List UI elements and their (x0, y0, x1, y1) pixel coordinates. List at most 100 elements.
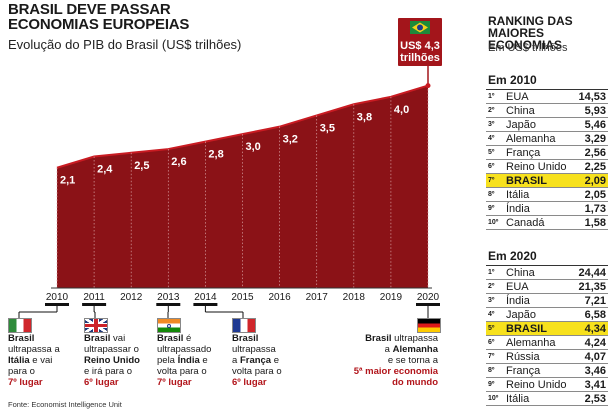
rank-position: 2º (486, 279, 506, 294)
ranking-2020-row-5: 5º BRASIL 4,34 (486, 321, 608, 336)
value-label-2015: 3,0 (246, 141, 261, 153)
india-flag-chakra (167, 323, 171, 328)
year-tick-2014: 2014 (194, 292, 217, 303)
germany-flag-icon (417, 318, 441, 333)
rank-position: 1º (486, 90, 506, 104)
value-label-2017: 3,5 (320, 122, 335, 134)
rank-country: Reino Unido (506, 159, 575, 174)
rank-position: 3º (486, 117, 506, 132)
event-bar-2010 (45, 303, 69, 306)
ranking-2010-row-8: 8º Itália 2,05 (486, 187, 608, 202)
ranking-2020-row-7: 7º Rússia 4,07 (486, 349, 608, 364)
rank-country: França (506, 145, 575, 160)
year-tick-2011: 2011 (83, 292, 105, 303)
final-value-unit: trilhões (400, 52, 440, 64)
ranking-subtitle: Em US$ trilhões (488, 42, 568, 54)
rank-value: 2,25 (574, 159, 608, 174)
year-tick-2013: 2013 (157, 292, 180, 303)
rank-value: 21,35 (574, 279, 608, 294)
chart-title: BRASIL DEVE PASSAR ECONOMIAS EUROPEIAS (8, 2, 189, 32)
rank-position: 9º (486, 377, 506, 392)
final-value-callout (398, 18, 442, 66)
event-bar-2011 (82, 303, 107, 306)
rank-value: 4,34 (574, 321, 608, 336)
rank-value: 2,56 (574, 145, 608, 160)
chart-subtitle: Evolução do PIB do Brasil (US$ trilhões) (8, 37, 242, 52)
france-flag-icon (232, 318, 256, 333)
rank-position: 5º (486, 321, 506, 336)
rank-value: 3,46 (574, 363, 608, 378)
ranking-2020-row-10: 10º Itália 2,53 (486, 391, 608, 406)
rank-value: 2,05 (574, 187, 608, 202)
ranking-table-2020: Em 2020 1º China 24,44 2º EUA 21,35 3º Índia 7,2… (486, 249, 608, 406)
rank-country: EUA (506, 279, 575, 294)
ranking-2020-row-3: 3º Índia 7,21 (486, 293, 608, 308)
source-note: Fonte: Economist Intelligence Unit (8, 400, 122, 409)
note-france: Brasil ultrapassa a França e volta para … (232, 333, 282, 388)
ranking-title-line-2: MAIORES ECONOMIAS (488, 26, 563, 52)
rank-country: China (506, 266, 575, 280)
ranking-2020-row-2: 2º EUA 21,35 (486, 279, 608, 294)
year-tick-2016: 2016 (268, 292, 291, 303)
ranking-2020-row-8: 8º França 3,46 (486, 363, 608, 378)
rank-country: Reino Unido (506, 377, 575, 392)
brazil-flag-globe (417, 24, 423, 31)
note-india: Brasil é ultrapassado pela Índia e volta… (157, 333, 212, 388)
rank-value: 14,53 (574, 90, 608, 104)
value-label-2012: 2,5 (134, 160, 149, 172)
rank-country: Rússia (506, 349, 575, 364)
ranking-title-line-1: RANKING DAS (488, 14, 573, 28)
rank-position: 6º (486, 335, 506, 350)
rank-country: EUA (506, 90, 575, 104)
rank-value: 1,73 (574, 201, 608, 216)
rank-value: 6,58 (574, 307, 608, 322)
ranking-2010-row-9: 9º Índia 1,73 (486, 201, 608, 216)
ranking-2010-row-7: 7º BRASIL 2,09 (486, 173, 608, 188)
rank-value: 5,46 (574, 117, 608, 132)
final-value-label: US$ 4,3 (400, 40, 440, 52)
rank-value: 3,29 (574, 131, 608, 146)
rank-position: 5º (486, 145, 506, 160)
ranking-2020-label: Em 2020 (486, 249, 608, 266)
event-bar-2014 (193, 303, 218, 306)
rank-position: 7º (486, 349, 506, 364)
ranking-2020-row-1: 1º China 24,44 (486, 266, 608, 280)
rank-value: 24,44 (574, 266, 608, 280)
rank-position: 6º (486, 159, 506, 174)
rank-country: Índia (506, 201, 575, 216)
ranking-2010-row-4: 4º Alemanha 3,29 (486, 131, 608, 146)
rank-country: BRASIL (506, 173, 575, 188)
rank-position: 9º (486, 201, 506, 216)
rank-value: 1,58 (574, 215, 608, 230)
rank-country: Itália (506, 391, 575, 406)
ranking-title: RANKING DAS MAIORES ECONOMIAS (488, 15, 616, 51)
rank-value: 2,53 (574, 391, 608, 406)
event-bar-2013 (156, 303, 181, 306)
year-tick-2012: 2012 (120, 292, 143, 303)
rank-value: 4,07 (574, 349, 608, 364)
title-line-1: BRASIL DEVE PASSAR (8, 1, 171, 18)
ranking-2010-row-5: 5º França 2,56 (486, 145, 608, 160)
ranking-2010-label: Em 2010 (486, 73, 608, 90)
value-label-2014: 2,8 (208, 149, 223, 161)
uk-flag-icon (84, 318, 108, 333)
rank-country: França (506, 363, 575, 378)
note-italy: Brasil ultrapassa a Itália e vai para o … (8, 333, 60, 388)
rank-position: 8º (486, 363, 506, 378)
india-flag-icon (157, 318, 181, 333)
year-tick-2017: 2017 (306, 292, 329, 303)
ranking-2020-row-4: 4º Japão 6,58 (486, 307, 608, 322)
gdp-area-chart: 2,1 2,4 2,5 2,6 2,8 3,0 3,2 3,5 3,8 4,0 US$ 4,3tri… (18, 18, 442, 318)
ranking-2020-row-6: 6º Alemanha 4,24 (486, 335, 608, 350)
rank-position: 3º (486, 293, 506, 308)
ranking-2010-row-10: 10º Canadá 1,58 (486, 215, 608, 230)
ranking-2010-row-3: 3º Japão 5,46 (486, 117, 608, 132)
rank-value: 3,41 (574, 377, 608, 392)
ranking-2010-row-2: 2º China 5,93 (486, 103, 608, 118)
rank-country: China (506, 103, 575, 118)
value-label-2011: 2,4 (97, 164, 113, 176)
rank-position: 4º (486, 307, 506, 322)
italy-flag-icon (8, 318, 32, 333)
rank-country: Alemanha (506, 335, 575, 350)
value-label-2016: 3,2 (283, 134, 298, 146)
